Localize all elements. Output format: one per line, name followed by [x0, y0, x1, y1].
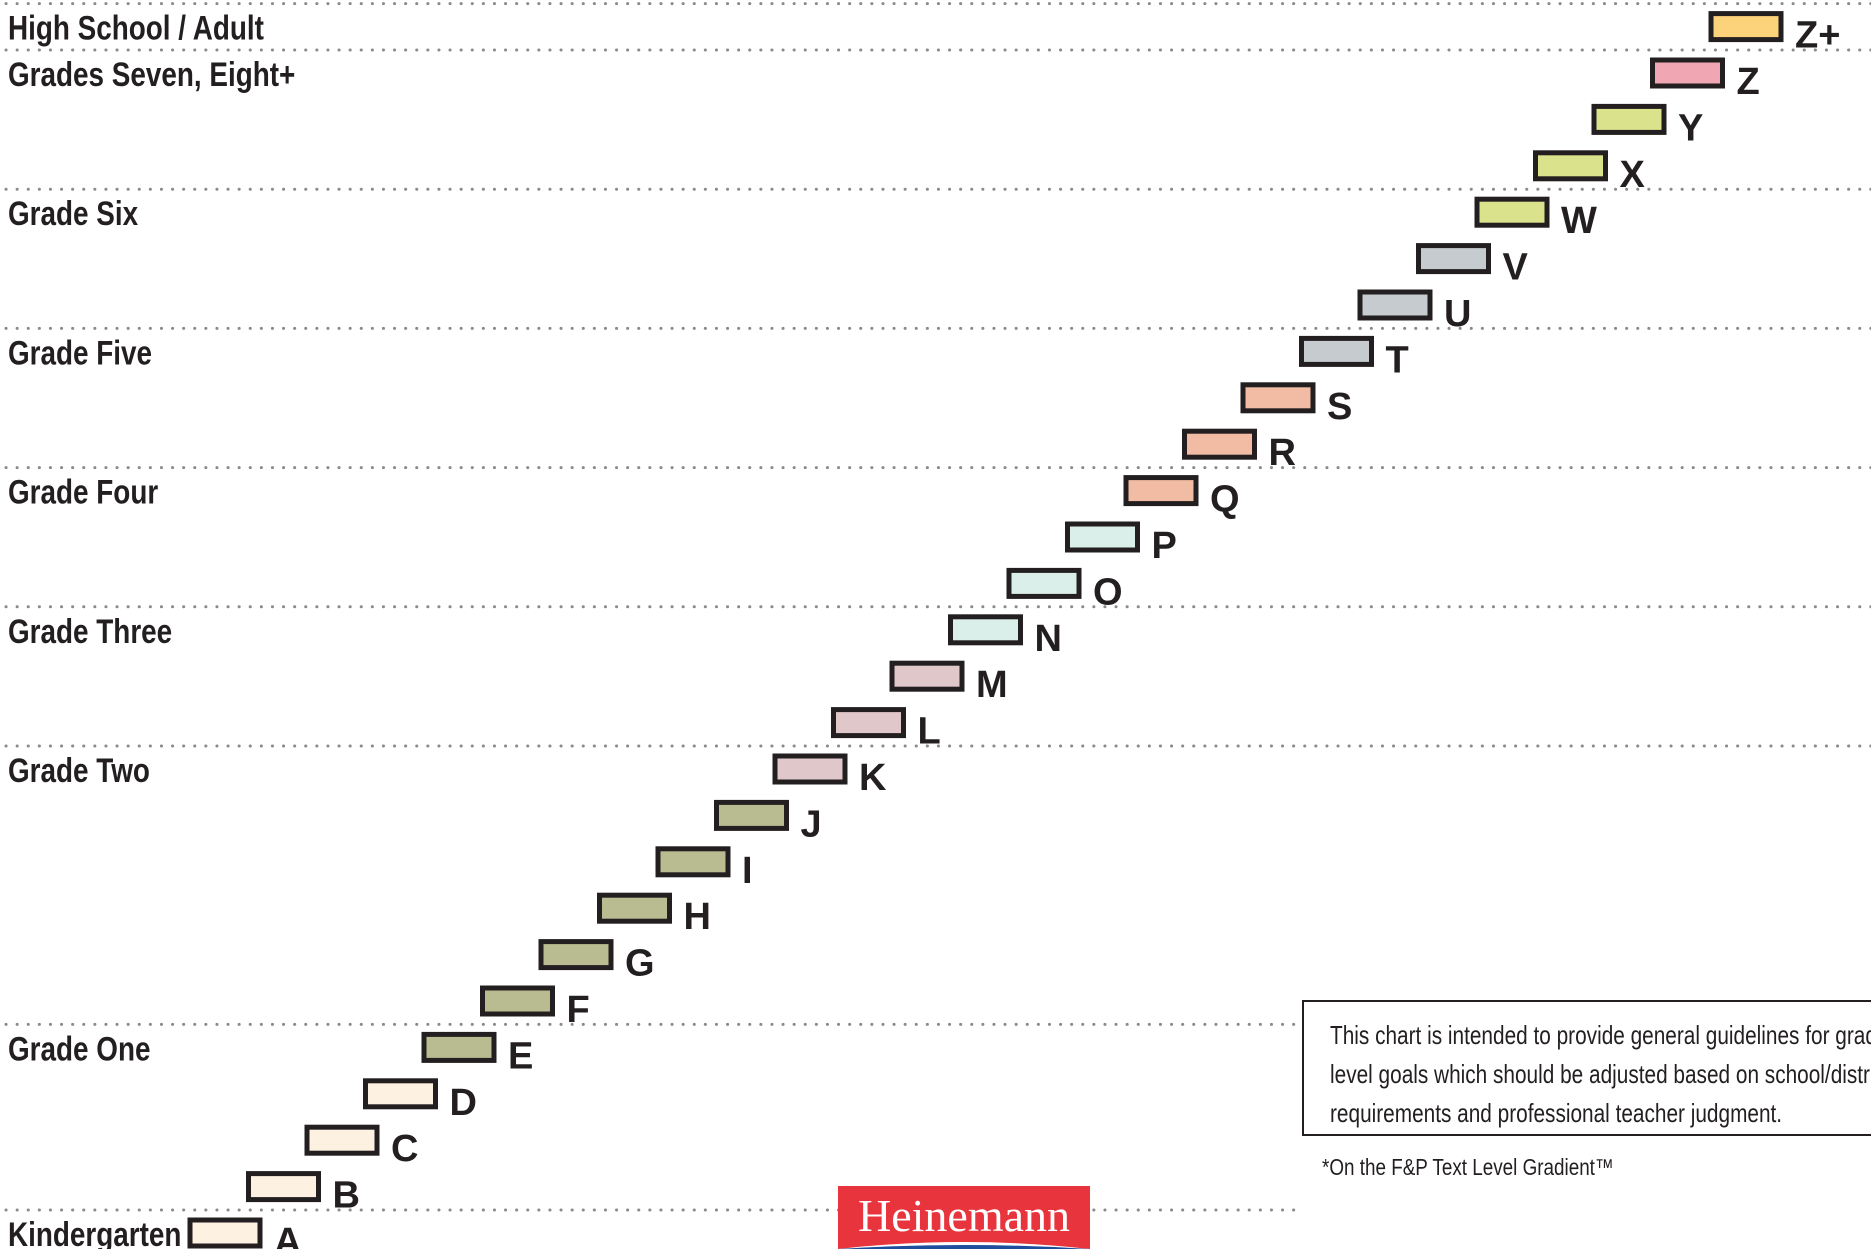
level-box-z-plus — [1708, 11, 1784, 43]
level-box-e — [421, 1031, 497, 1063]
level-box-v — [1416, 243, 1491, 275]
level-box-w — [1474, 196, 1550, 228]
level-label-u: U — [1444, 293, 1471, 335]
level-box-u — [1357, 289, 1433, 321]
level-label-r: R — [1269, 432, 1296, 474]
level-label-s: S — [1327, 386, 1352, 428]
gradient-footnote: *On the F&P Text Level Gradient™ — [1322, 1154, 1614, 1180]
level-label-n: N — [1035, 618, 1062, 660]
level-label-y: Y — [1678, 107, 1703, 149]
grade-label-grades-seven-eight-plus: Grades Seven, Eight+ — [8, 55, 295, 93]
grade-label-kindergarten: Kindergarten — [8, 1215, 181, 1249]
level-label-m: M — [976, 664, 1008, 706]
grade-dividers — [4, 2, 1871, 1212]
level-label-z-plus: Z+ — [1795, 15, 1840, 57]
guideline-note-box: This chart is intended to provide genera… — [1302, 1000, 1871, 1136]
level-label-w: W — [1561, 200, 1597, 242]
grade-label-grade-three: Grade Three — [8, 612, 172, 650]
level-box-l — [831, 707, 906, 739]
level-box-y — [1591, 103, 1667, 135]
level-label-z: Z — [1737, 61, 1760, 103]
level-label-l: L — [918, 711, 941, 753]
level-label-b: B — [333, 1175, 360, 1217]
level-box-h — [597, 892, 672, 924]
level-label-q: Q — [1210, 479, 1240, 521]
level-label-p: P — [1152, 525, 1177, 567]
grade-label-high-school-adult: High School / Adult — [8, 9, 264, 47]
level-box-j — [714, 799, 789, 831]
grade-labels: Kindergarten Grade One Grade Two Grade Thre… — [8, 9, 295, 1249]
level-box-x — [1533, 150, 1608, 182]
level-box-t — [1299, 335, 1374, 367]
grade-label-grade-six: Grade Six — [8, 195, 139, 233]
level-label-v: V — [1503, 247, 1529, 289]
level-box-k — [772, 753, 848, 785]
grade-label-grade-two: Grade Two — [8, 751, 150, 789]
level-box-s — [1240, 382, 1316, 414]
logo-wave — [838, 1242, 1090, 1249]
level-box-o — [1006, 567, 1082, 599]
logo-wordmark: Heinemann — [857, 1190, 1071, 1241]
level-box-n — [948, 614, 1023, 646]
level-box-b — [246, 1171, 321, 1203]
level-box-m — [889, 660, 965, 692]
level-label-x: X — [1620, 154, 1646, 196]
level-box-r — [1182, 428, 1257, 460]
level-label-o: O — [1093, 571, 1123, 613]
level-box-g — [538, 939, 614, 971]
heinemann-logo: Heinemann — [838, 1186, 1090, 1249]
level-box-f — [480, 985, 555, 1017]
level-box-q — [1123, 475, 1199, 507]
guideline-note-text: This chart is intended to provide genera… — [1330, 1016, 1871, 1133]
note-line-2: level goals which should be adjusted bas… — [1330, 1059, 1871, 1089]
level-label-d: D — [450, 1082, 477, 1124]
level-label-i: I — [742, 850, 753, 892]
level-box-c — [304, 1124, 380, 1156]
level-label-c: C — [391, 1128, 418, 1170]
grade-label-grade-one: Grade One — [8, 1030, 150, 1068]
level-label-g: G — [625, 943, 655, 985]
level-label-e: E — [508, 1035, 533, 1077]
level-label-f: F — [567, 989, 590, 1031]
level-box-i — [655, 846, 731, 878]
grade-label-grade-five: Grade Five — [8, 334, 152, 372]
grade-label-grade-four: Grade Four — [8, 473, 158, 511]
level-box-p — [1065, 521, 1140, 553]
level-box-z — [1650, 57, 1725, 89]
level-box-d — [363, 1078, 438, 1110]
level-box-a — [187, 1217, 263, 1249]
level-label-j: J — [801, 803, 822, 845]
note-line-3: requirements and professional teacher ju… — [1330, 1098, 1783, 1128]
note-line-1: This chart is intended to provide genera… — [1330, 1020, 1871, 1050]
level-label-k: K — [859, 757, 887, 799]
level-label-t: T — [1386, 339, 1409, 381]
level-label-a: A — [274, 1221, 301, 1249]
level-label-h: H — [684, 896, 711, 938]
